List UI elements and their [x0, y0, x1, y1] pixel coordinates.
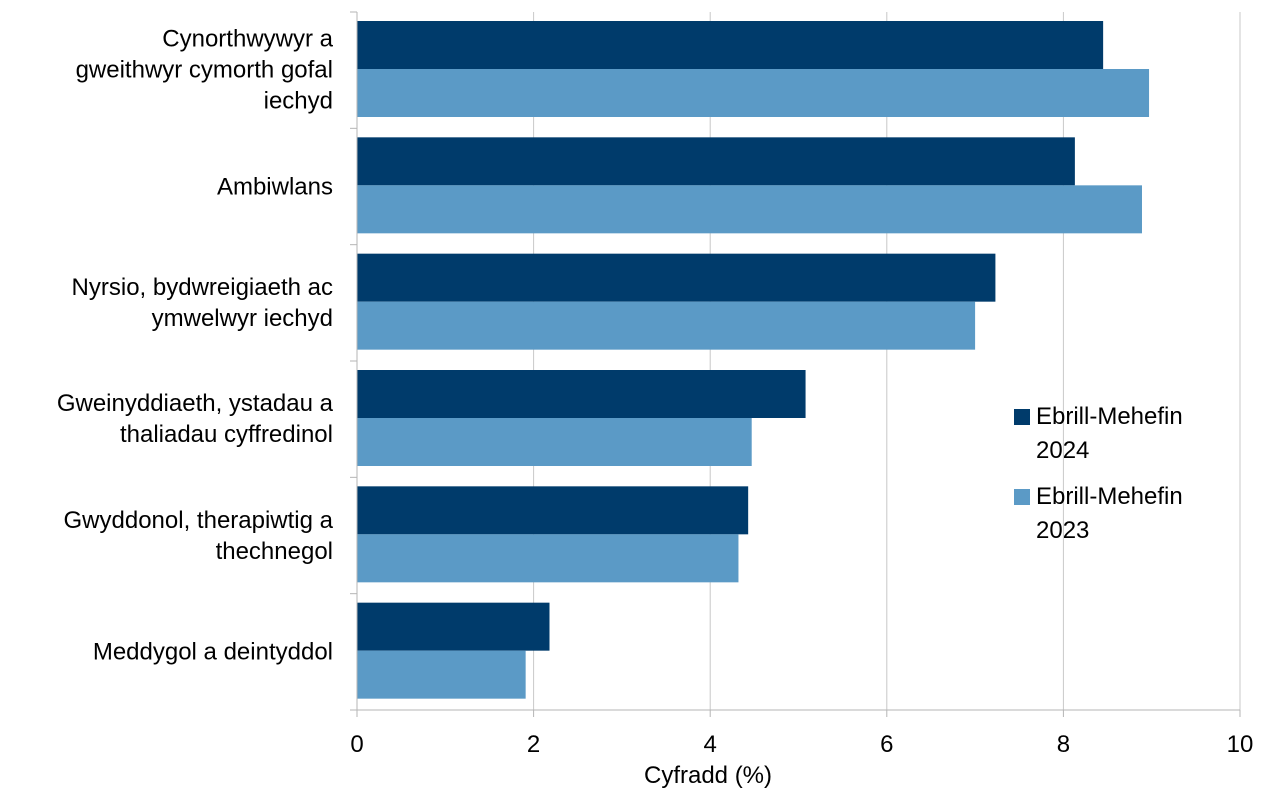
category-label: Cynorthwywyr a gweithwyr cymorth gofal iec…	[75, 25, 333, 115]
x-tick-labels: 0 2 4 6 8 10	[350, 731, 1253, 758]
category-label: Ambiwlans	[216, 173, 333, 200]
x-tick-label: 8	[1057, 731, 1070, 758]
legend-label-2024: Ebrill-Mehefin 2024	[1036, 403, 1183, 464]
category-label: Nyrsio, bydwreigiaeth ac ymwelwyr iechyd	[71, 273, 333, 332]
legend-swatch-2023	[1014, 489, 1030, 505]
x-tick-label: 2	[527, 731, 540, 758]
legend-label-2023: Ebrill-Mehefin 2023	[1036, 483, 1183, 544]
bar-2024-5	[357, 602, 550, 651]
bar-2023-1	[357, 185, 1142, 234]
category-label: Gweinyddiaeth, ystadau a thaliadau cyffre…	[56, 390, 333, 449]
bar-2024-2	[357, 253, 996, 302]
bar-2024-3	[357, 370, 806, 418]
x-tick-label: 0	[350, 731, 363, 758]
bar-2023-4	[357, 534, 739, 583]
bar-2023-2	[357, 301, 976, 350]
bar-2024-1	[357, 137, 1075, 186]
legend-item-2023: Ebrill-Mehefin 2023	[1014, 480, 1216, 548]
bar-2023-0	[357, 69, 1150, 117]
legend-item-2024: Ebrill-Mehefin 2024	[1014, 400, 1216, 468]
x-tick-label: 10	[1227, 731, 1254, 758]
legend-swatch-2024	[1014, 409, 1030, 425]
gridlines	[533, 12, 1241, 710]
category-label: Gwyddonol, therapiwtig a thechnegol	[63, 506, 333, 565]
x-tick-label: 6	[880, 731, 893, 758]
x-axis-title: Cyfradd (%)	[643, 762, 773, 789]
bar-2024-0	[357, 21, 1104, 69]
bars	[357, 21, 1150, 699]
category-label: Meddygol a deintyddol	[92, 638, 333, 666]
x-tick-label: 4	[704, 731, 717, 758]
bar-2023-5	[357, 650, 526, 699]
axes	[350, 11, 1241, 717]
bar-2023-3	[357, 418, 752, 466]
bar-2024-4	[357, 486, 749, 535]
legend: Ebrill-Mehefin 2024 Ebrill-Mehefin 2023	[1014, 400, 1216, 560]
